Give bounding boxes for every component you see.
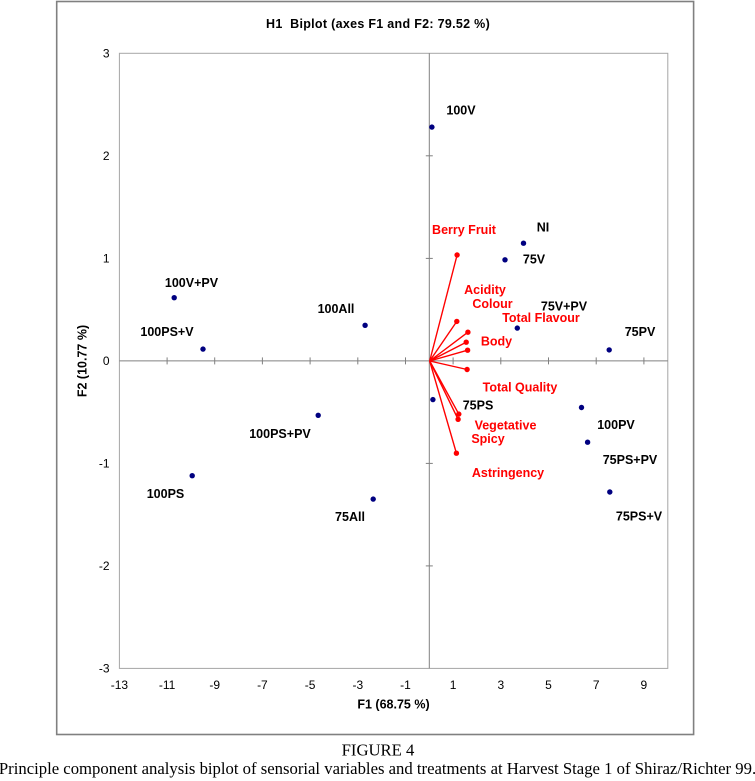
svg-text:75PS+V: 75PS+V (616, 510, 663, 524)
svg-text:75All: 75All (335, 510, 365, 524)
svg-text:5: 5 (545, 678, 552, 692)
svg-text:100V: 100V (446, 104, 476, 118)
svg-text:Colour: Colour (472, 297, 512, 311)
svg-text:75PV: 75PV (625, 325, 656, 339)
svg-text:-7: -7 (257, 678, 268, 692)
svg-text:75PS+PV: 75PS+PV (603, 453, 658, 467)
svg-text:-9: -9 (209, 678, 220, 692)
svg-text:100V+PV: 100V+PV (165, 276, 219, 290)
svg-text:3: 3 (103, 47, 110, 61)
svg-text:Astringency: Astringency (472, 466, 544, 480)
svg-text:9: 9 (641, 678, 648, 692)
svg-text:Principle component analysis b: Principle component analysis biplot of s… (0, 759, 755, 778)
svg-text:100PS: 100PS (147, 487, 185, 501)
svg-text:3: 3 (497, 678, 504, 692)
svg-text:75PS: 75PS (463, 399, 494, 413)
svg-text:-13: -13 (111, 678, 129, 692)
svg-text:75V: 75V (523, 253, 546, 267)
svg-text:100PV: 100PV (597, 418, 635, 432)
svg-text:1: 1 (450, 678, 457, 692)
svg-text:Acidity: Acidity (464, 283, 506, 297)
svg-text:-1: -1 (99, 457, 110, 471)
svg-text:7: 7 (593, 678, 600, 692)
svg-text:-1: -1 (400, 678, 411, 692)
svg-text:NI: NI (537, 221, 550, 235)
svg-text:-11: -11 (159, 678, 176, 692)
svg-text:75V+PV: 75V+PV (541, 300, 588, 314)
svg-text:100All: 100All (318, 302, 355, 316)
svg-text:Body: Body (481, 335, 512, 349)
svg-text:F1 (68.75 %): F1 (68.75 %) (357, 698, 429, 712)
svg-text:-3: -3 (99, 662, 110, 676)
svg-text:1: 1 (103, 252, 110, 266)
svg-text:Berry Fruit: Berry Fruit (432, 223, 497, 237)
svg-text:F2 (10.77 %): F2 (10.77 %) (76, 325, 90, 397)
svg-text:H1 Biplot (axes F1 and F2: 79: H1 Biplot (axes F1 and F2: 79.52 %) (266, 17, 490, 31)
svg-text:Total Quality: Total Quality (483, 381, 558, 395)
svg-text:Vegetative: Vegetative (475, 418, 537, 432)
svg-text:0: 0 (103, 354, 110, 368)
svg-text:100PS+PV: 100PS+PV (249, 427, 311, 441)
svg-text:FIGURE 4: FIGURE 4 (342, 741, 415, 760)
svg-text:100PS+V: 100PS+V (140, 325, 194, 339)
svg-text:Total Flavour: Total Flavour (502, 311, 580, 325)
svg-text:-2: -2 (99, 559, 110, 573)
svg-text:2: 2 (103, 149, 110, 163)
svg-text:Spicy: Spicy (471, 432, 504, 446)
svg-text:-3: -3 (352, 678, 363, 692)
svg-text:-5: -5 (305, 678, 316, 692)
